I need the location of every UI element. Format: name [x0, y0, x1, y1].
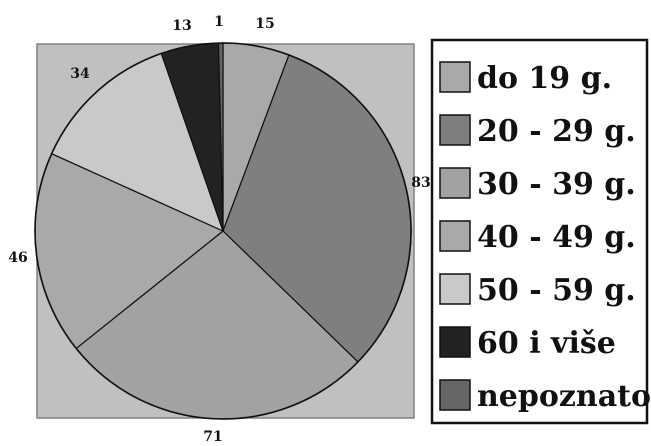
legend-swatch-20-29-g — [439, 114, 471, 146]
data-label-30-39-g: 71 — [203, 429, 222, 445]
legend-swatch-nepoznato — [439, 379, 471, 411]
data-label-60-i-vi-e: 13 — [172, 18, 191, 34]
data-label-do-19-g: 15 — [255, 16, 274, 32]
legend-swatch-60-i-vi-e — [439, 326, 471, 358]
data-labels: 15 83 71 46 34 13 1 — [8, 14, 430, 445]
data-label-50-59-g: 34 — [70, 66, 90, 82]
legend-items: do 19 g. 20 - 29 g. 30 - 39 g. 40 - 49 g. 50… — [439, 61, 651, 414]
legend-label-50-59-g: 50 - 59 g. — [477, 273, 636, 308]
legend-label-30-39-g: 30 - 39 g. — [477, 167, 636, 202]
legend-label-60-i-vi-e: 60 i više — [477, 326, 616, 361]
data-label-20-29-g: 83 — [411, 175, 430, 191]
legend-swatch-30-39-g — [439, 167, 471, 199]
legend-swatch-do-19-g — [439, 61, 471, 93]
legend-swatch-50-59-g — [439, 273, 471, 305]
legend-swatch-40-49-g — [439, 220, 471, 252]
legend-label-40-49-g: 40 - 49 g. — [477, 220, 636, 255]
pie-outline — [34, 42, 412, 420]
data-label-40-49-g: 46 — [8, 250, 27, 266]
pie-slices — [34, 42, 412, 420]
legend-label-nepoznato: nepoznato — [477, 379, 651, 414]
legend-label-20-29-g: 20 - 29 g. — [477, 114, 636, 149]
data-label-nepoznato: 1 — [214, 14, 224, 30]
legend-label-do-19-g: do 19 g. — [477, 61, 612, 96]
